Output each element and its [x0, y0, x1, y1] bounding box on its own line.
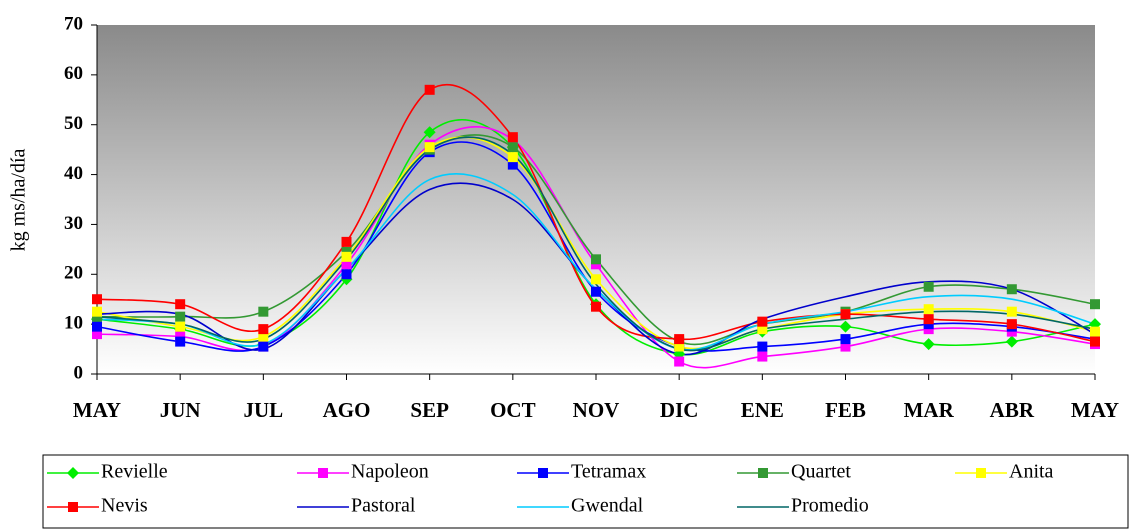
y-tick-label: 10 — [64, 313, 83, 334]
y-tick-label: 20 — [64, 263, 83, 284]
legend-label: Nevis — [101, 495, 148, 517]
data-point — [674, 341, 685, 352]
data-point — [839, 320, 852, 333]
data-point — [175, 336, 186, 347]
data-point — [757, 316, 768, 327]
data-point — [507, 142, 518, 153]
y-axis-label: kg ms/ha/día — [8, 148, 30, 251]
legend-label: Quartet — [791, 461, 851, 483]
data-point — [840, 309, 851, 320]
legend-label: Napoleon — [351, 461, 429, 483]
data-point — [1090, 336, 1100, 347]
x-tick-label: MAY — [1071, 398, 1119, 422]
data-point — [258, 324, 269, 335]
data-point — [923, 281, 934, 292]
data-point — [175, 299, 186, 310]
legend-label: Promedio — [791, 495, 869, 517]
x-tick-label: NOV — [573, 398, 620, 422]
data-point — [1006, 306, 1017, 317]
x-tick-label: SEP — [410, 398, 449, 422]
data-point — [92, 321, 102, 332]
data-point — [92, 306, 102, 317]
data-point — [757, 324, 768, 335]
data-point — [258, 341, 269, 352]
data-point — [674, 356, 685, 367]
data-point — [674, 334, 685, 345]
y-tick-label: 50 — [64, 113, 83, 134]
x-tick-label: MAY — [73, 398, 121, 422]
data-point — [341, 236, 352, 247]
data-point — [92, 294, 102, 305]
data-point — [840, 341, 851, 352]
legend-marker — [67, 467, 79, 479]
legend-label: Pastoral — [351, 495, 416, 517]
data-point — [507, 152, 518, 163]
x-tick-label: JUN — [160, 398, 201, 422]
legend-marker — [976, 468, 986, 478]
y-tick-label: 40 — [64, 163, 83, 184]
legend — [42, 454, 1129, 529]
legend-marker — [318, 468, 328, 478]
legend-label: Revielle — [101, 461, 168, 483]
x-tick-label: ABR — [990, 398, 1035, 422]
legend-marker — [758, 468, 768, 478]
data-point — [341, 269, 352, 280]
legend-label: Tetramax — [571, 461, 646, 483]
data-point — [923, 304, 934, 315]
data-point — [1006, 319, 1017, 330]
data-point — [507, 132, 518, 143]
data-point — [591, 274, 601, 285]
data-point — [507, 159, 518, 170]
data-point — [1005, 335, 1018, 348]
x-tick-label: JUL — [243, 398, 283, 422]
y-tick-label: 70 — [64, 13, 83, 34]
legend-marker — [68, 502, 78, 512]
data-point — [175, 321, 186, 332]
data-point — [258, 331, 269, 342]
data-point — [840, 334, 851, 345]
data-point — [591, 254, 601, 265]
y-tick-label: 0 — [74, 362, 84, 383]
data-point — [757, 351, 768, 362]
data-point — [92, 329, 102, 340]
x-tick-label: FEB — [825, 398, 866, 422]
data-point — [1006, 284, 1017, 295]
y-tick-label: 30 — [64, 213, 83, 234]
data-point — [757, 341, 768, 352]
data-point — [1090, 299, 1100, 310]
data-point — [922, 338, 935, 351]
x-tick-label: MAR — [904, 398, 955, 422]
x-tick-label: OCT — [490, 398, 536, 422]
data-point — [258, 306, 269, 317]
data-point — [175, 311, 186, 322]
data-point — [923, 314, 934, 325]
data-point — [591, 301, 601, 312]
data-point — [1090, 326, 1100, 337]
data-point — [424, 84, 435, 95]
data-point — [341, 259, 352, 270]
x-tick-label: AGO — [323, 398, 371, 422]
data-point — [423, 126, 436, 139]
y-tick-label: 60 — [64, 63, 83, 84]
data-point — [341, 251, 352, 262]
x-tick-label: DIC — [660, 398, 699, 422]
data-point — [591, 286, 601, 297]
legend-label: Anita — [1009, 461, 1054, 483]
data-point — [424, 142, 435, 153]
x-tick-label: ENE — [741, 398, 784, 422]
legend-label: Gwendal — [571, 495, 644, 517]
legend-marker — [538, 468, 548, 478]
plot-area — [97, 25, 1095, 374]
